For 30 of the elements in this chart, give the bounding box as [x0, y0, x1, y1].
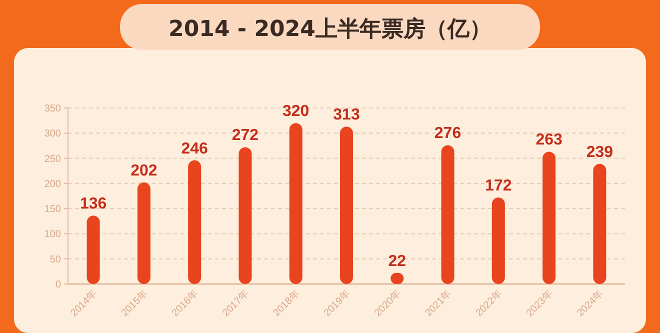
bar	[593, 164, 606, 284]
y-tick-label: 150	[44, 204, 62, 216]
data-label: 136	[80, 196, 107, 213]
data-label: 172	[485, 178, 512, 195]
data-label: 202	[130, 162, 158, 180]
chart-title: 2014 - 2024上半年票房（亿）	[168, 16, 492, 42]
bar	[340, 126, 353, 284]
y-tick-label: 100	[44, 229, 62, 240]
y-tick-label: 50	[50, 254, 62, 266]
bar	[441, 145, 454, 284]
y-tick-label: 250	[44, 154, 62, 165]
data-label: 22	[388, 252, 406, 270]
data-label: 239	[586, 144, 614, 161]
data-label: 276	[434, 125, 462, 142]
y-tick-label: 350	[44, 104, 62, 114]
data-label: 263	[536, 132, 562, 149]
y-tick-label: 200	[44, 178, 62, 190]
data-label: 272	[232, 127, 259, 144]
data-label: 246	[181, 140, 208, 158]
data-label: 313	[333, 106, 360, 124]
bar	[86, 216, 100, 284]
bar	[289, 123, 302, 284]
bar	[542, 152, 556, 284]
bar	[492, 198, 505, 284]
bar	[238, 147, 252, 284]
data-label: 320	[282, 103, 310, 120]
bar	[137, 182, 150, 284]
y-tick-label: 0	[55, 280, 62, 290]
y-tick-label: 300	[44, 128, 62, 140]
bar	[188, 160, 202, 284]
